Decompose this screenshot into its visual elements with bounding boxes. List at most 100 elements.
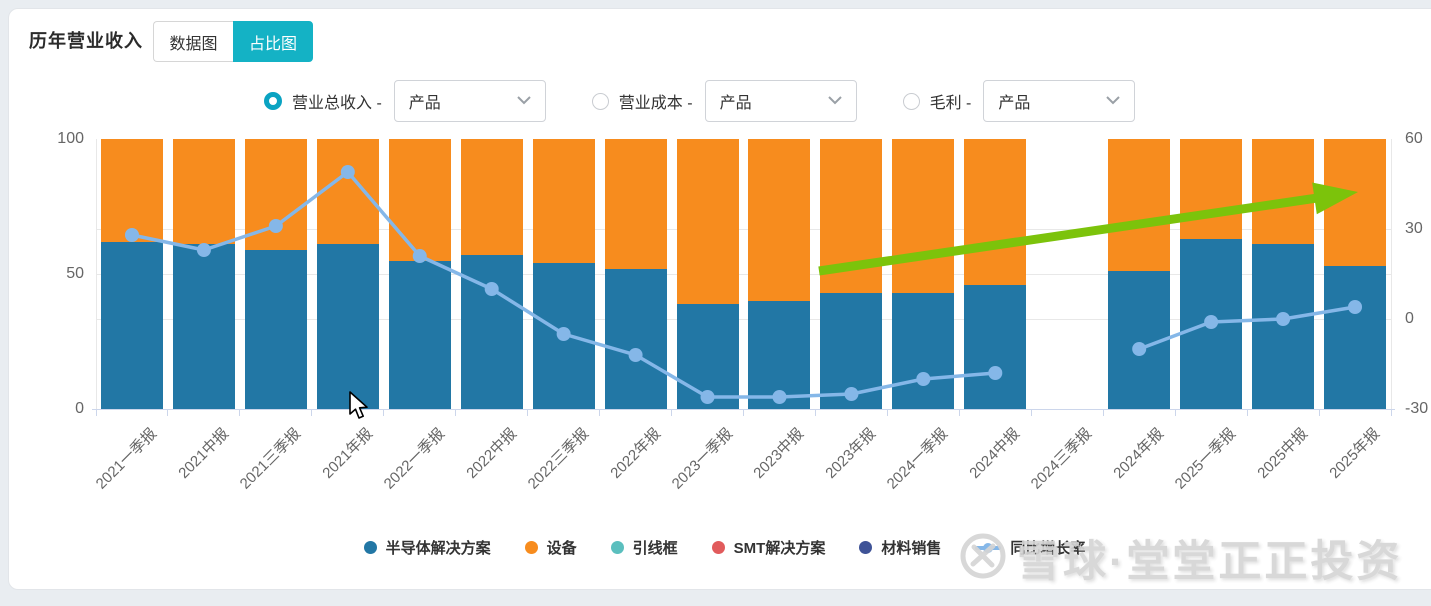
- growth-rate-point[interactable]: [556, 327, 571, 341]
- bar-segment-设备[interactable]: [172, 139, 235, 245]
- bar-segment-半导体解决方案[interactable]: [1324, 265, 1387, 409]
- legend-label: 设备: [546, 540, 577, 557]
- legend-label: 引线框: [632, 540, 678, 557]
- chart-type-tabs: 数据图 占比图: [153, 21, 313, 62]
- growth-rate-line: [1138, 305, 1356, 351]
- cost-radio-label[interactable]: 营业成本 -: [618, 95, 693, 112]
- bar-segment-设备[interactable]: [460, 139, 523, 256]
- bar-segment-半导体解决方案[interactable]: [388, 260, 451, 409]
- bar-segment-半导体解决方案[interactable]: [1252, 244, 1315, 409]
- bar-segment-半导体解决方案[interactable]: [604, 268, 667, 409]
- x-axis-tick: [167, 410, 169, 416]
- right-axis-tick-label: -30: [1405, 400, 1429, 417]
- left-axis-tick-label: 0: [75, 400, 84, 417]
- bar-segment-设备[interactable]: [1180, 139, 1243, 239]
- growth-rate-point[interactable]: [1348, 300, 1363, 314]
- legend-item-引线框[interactable]: 引线框: [610, 537, 678, 558]
- legend-label: 同比增长率: [1010, 540, 1086, 557]
- cost-radio[interactable]: [591, 92, 609, 110]
- chart-card: 历年营业收入 数据图 占比图 营业总收入 - 产品 营业成本 - 产品 毛利 -: [8, 8, 1431, 590]
- x-axis-tick: [671, 410, 673, 416]
- x-axis-tick: [1174, 410, 1176, 416]
- legend-item-同比增长率[interactable]: 同比增长率: [975, 537, 1085, 558]
- growth-rate-point[interactable]: [412, 249, 427, 263]
- growth-rate-point[interactable]: [916, 372, 931, 386]
- control-group-revenue: 营业总收入 - 产品: [264, 80, 546, 122]
- legend-item-半导体解决方案[interactable]: 半导体解决方案: [363, 537, 491, 558]
- growth-rate-point[interactable]: [1204, 315, 1219, 329]
- bar-segment-设备[interactable]: [100, 139, 163, 242]
- legend-item-设备[interactable]: 设备: [524, 537, 577, 558]
- x-axis-tick: [743, 410, 744, 416]
- growth-rate-point[interactable]: [484, 282, 499, 296]
- bar-segment-设备[interactable]: [748, 139, 811, 301]
- bar-segment-设备[interactable]: [1252, 139, 1315, 245]
- legend-item-材料销售[interactable]: 材料销售: [859, 537, 941, 558]
- growth-rate-point[interactable]: [124, 228, 139, 242]
- plot-left-border: [96, 139, 97, 409]
- growth-rate-point[interactable]: [196, 243, 211, 257]
- gross-profit-radio[interactable]: [902, 92, 920, 110]
- bar-segment-设备[interactable]: [316, 139, 379, 245]
- bar-segment-设备[interactable]: [532, 139, 595, 264]
- bar-segment-半导体解决方案[interactable]: [892, 292, 955, 409]
- x-axis-tick: [814, 410, 816, 416]
- bar-segment-半导体解决方案[interactable]: [100, 241, 163, 409]
- tab-proportion-chart[interactable]: 占比图: [233, 21, 313, 62]
- revenue-radio-label[interactable]: 营业总收入 -: [292, 95, 382, 112]
- legend-marker-icon: [363, 541, 377, 554]
- gross-profit-radio-label[interactable]: 毛利 -: [929, 95, 972, 112]
- metric-controls: 营业总收入 - 产品 营业成本 - 产品 毛利 - 产品: [264, 80, 1136, 122]
- revenue-radio[interactable]: [264, 92, 282, 110]
- growth-rate-point[interactable]: [844, 387, 859, 401]
- left-axis-tick-label: 50: [66, 265, 84, 282]
- bar-segment-设备[interactable]: [892, 139, 955, 293]
- bar-segment-设备[interactable]: [388, 139, 451, 261]
- bar-segment-设备[interactable]: [1108, 139, 1171, 272]
- chevron-down-icon: [827, 92, 842, 110]
- bar-segment-半导体解决方案[interactable]: [964, 284, 1027, 409]
- mouse-cursor: [348, 391, 370, 426]
- x-axis-tick: [1390, 410, 1392, 416]
- bar-segment-半导体解决方案[interactable]: [172, 244, 235, 409]
- chart-legend: 半导体解决方案 设备 引线框 SMT解决方案 材料销售 同比增长率: [9, 537, 1431, 558]
- bar-segment-半导体解决方案[interactable]: [316, 244, 379, 409]
- left-axis-tick-label: 100: [57, 130, 84, 147]
- chevron-down-icon: [1106, 92, 1121, 110]
- x-axis-tick: [1102, 410, 1104, 416]
- gross-profit-dimension-select[interactable]: 产品: [983, 80, 1136, 122]
- bar-segment-半导体解决方案[interactable]: [244, 249, 307, 409]
- x-axis-tick: [599, 410, 601, 416]
- growth-rate-point[interactable]: [1132, 342, 1147, 356]
- revenue-dimension-value: 产品: [408, 95, 441, 112]
- right-axis-tick-label: 30: [1405, 220, 1423, 237]
- growth-rate-point[interactable]: [772, 390, 787, 404]
- tab-data-chart[interactable]: 数据图: [153, 21, 233, 62]
- growth-rate-point[interactable]: [340, 165, 355, 179]
- x-axis-line: [92, 409, 1395, 410]
- legend-label: 半导体解决方案: [385, 540, 491, 557]
- growth-rate-point[interactable]: [988, 366, 1003, 380]
- bar-segment-设备[interactable]: [604, 139, 667, 269]
- bar-segment-设备[interactable]: [964, 139, 1027, 285]
- page-title: 历年营业收入: [29, 31, 143, 51]
- growth-rate-point[interactable]: [1276, 312, 1291, 326]
- legend-marker-icon: [975, 542, 1002, 553]
- x-axis-tick: [239, 410, 241, 416]
- x-axis-tick: [1318, 410, 1320, 416]
- x-axis-tick: [1030, 410, 1032, 416]
- x-axis-tick: [95, 410, 97, 416]
- legend-item-SMT解决方案[interactable]: SMT解决方案: [711, 537, 825, 558]
- growth-rate-point[interactable]: [268, 219, 283, 233]
- cost-dimension-select[interactable]: 产品: [704, 80, 857, 122]
- growth-rate-point[interactable]: [700, 390, 715, 404]
- revenue-dimension-select[interactable]: 产品: [393, 80, 546, 122]
- legend-marker-icon: [524, 541, 538, 554]
- control-group-gross-profit: 毛利 - 产品: [902, 80, 1136, 122]
- bar-segment-设备[interactable]: [676, 139, 739, 304]
- x-axis-tick: [1246, 410, 1248, 416]
- growth-rate-point[interactable]: [628, 348, 643, 362]
- x-axis-tick: [311, 410, 313, 416]
- x-axis-tick: [958, 410, 960, 416]
